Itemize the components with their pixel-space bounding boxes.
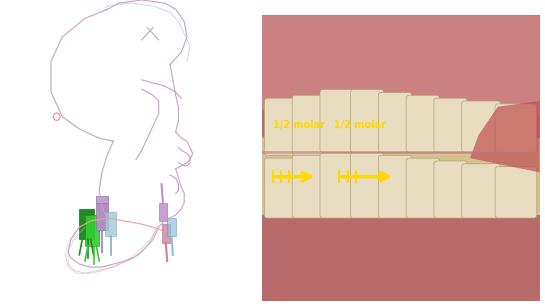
Polygon shape: [96, 196, 108, 203]
FancyBboxPatch shape: [264, 158, 298, 218]
FancyBboxPatch shape: [406, 158, 439, 218]
FancyBboxPatch shape: [350, 152, 384, 218]
Polygon shape: [470, 101, 540, 172]
FancyBboxPatch shape: [378, 92, 411, 152]
Polygon shape: [80, 209, 94, 239]
FancyBboxPatch shape: [378, 155, 411, 218]
Polygon shape: [262, 15, 540, 130]
FancyBboxPatch shape: [264, 98, 298, 155]
Polygon shape: [262, 207, 540, 301]
FancyBboxPatch shape: [495, 104, 537, 152]
FancyBboxPatch shape: [292, 155, 325, 218]
FancyBboxPatch shape: [462, 164, 501, 218]
FancyBboxPatch shape: [495, 167, 537, 218]
FancyBboxPatch shape: [434, 98, 467, 152]
FancyBboxPatch shape: [292, 95, 325, 155]
Text: 1/2 molar: 1/2 molar: [334, 119, 386, 130]
Polygon shape: [167, 218, 175, 236]
FancyBboxPatch shape: [462, 101, 501, 152]
Bar: [262, 138, 540, 215]
Polygon shape: [161, 224, 170, 243]
FancyBboxPatch shape: [350, 90, 384, 152]
Polygon shape: [85, 215, 99, 246]
Polygon shape: [96, 203, 108, 230]
Polygon shape: [105, 212, 116, 236]
FancyBboxPatch shape: [320, 90, 356, 152]
Text: 1/2 molar: 1/2 molar: [272, 119, 325, 130]
Polygon shape: [262, 15, 540, 158]
FancyBboxPatch shape: [434, 161, 467, 218]
FancyBboxPatch shape: [320, 152, 356, 218]
FancyBboxPatch shape: [406, 95, 439, 152]
Polygon shape: [159, 203, 167, 221]
